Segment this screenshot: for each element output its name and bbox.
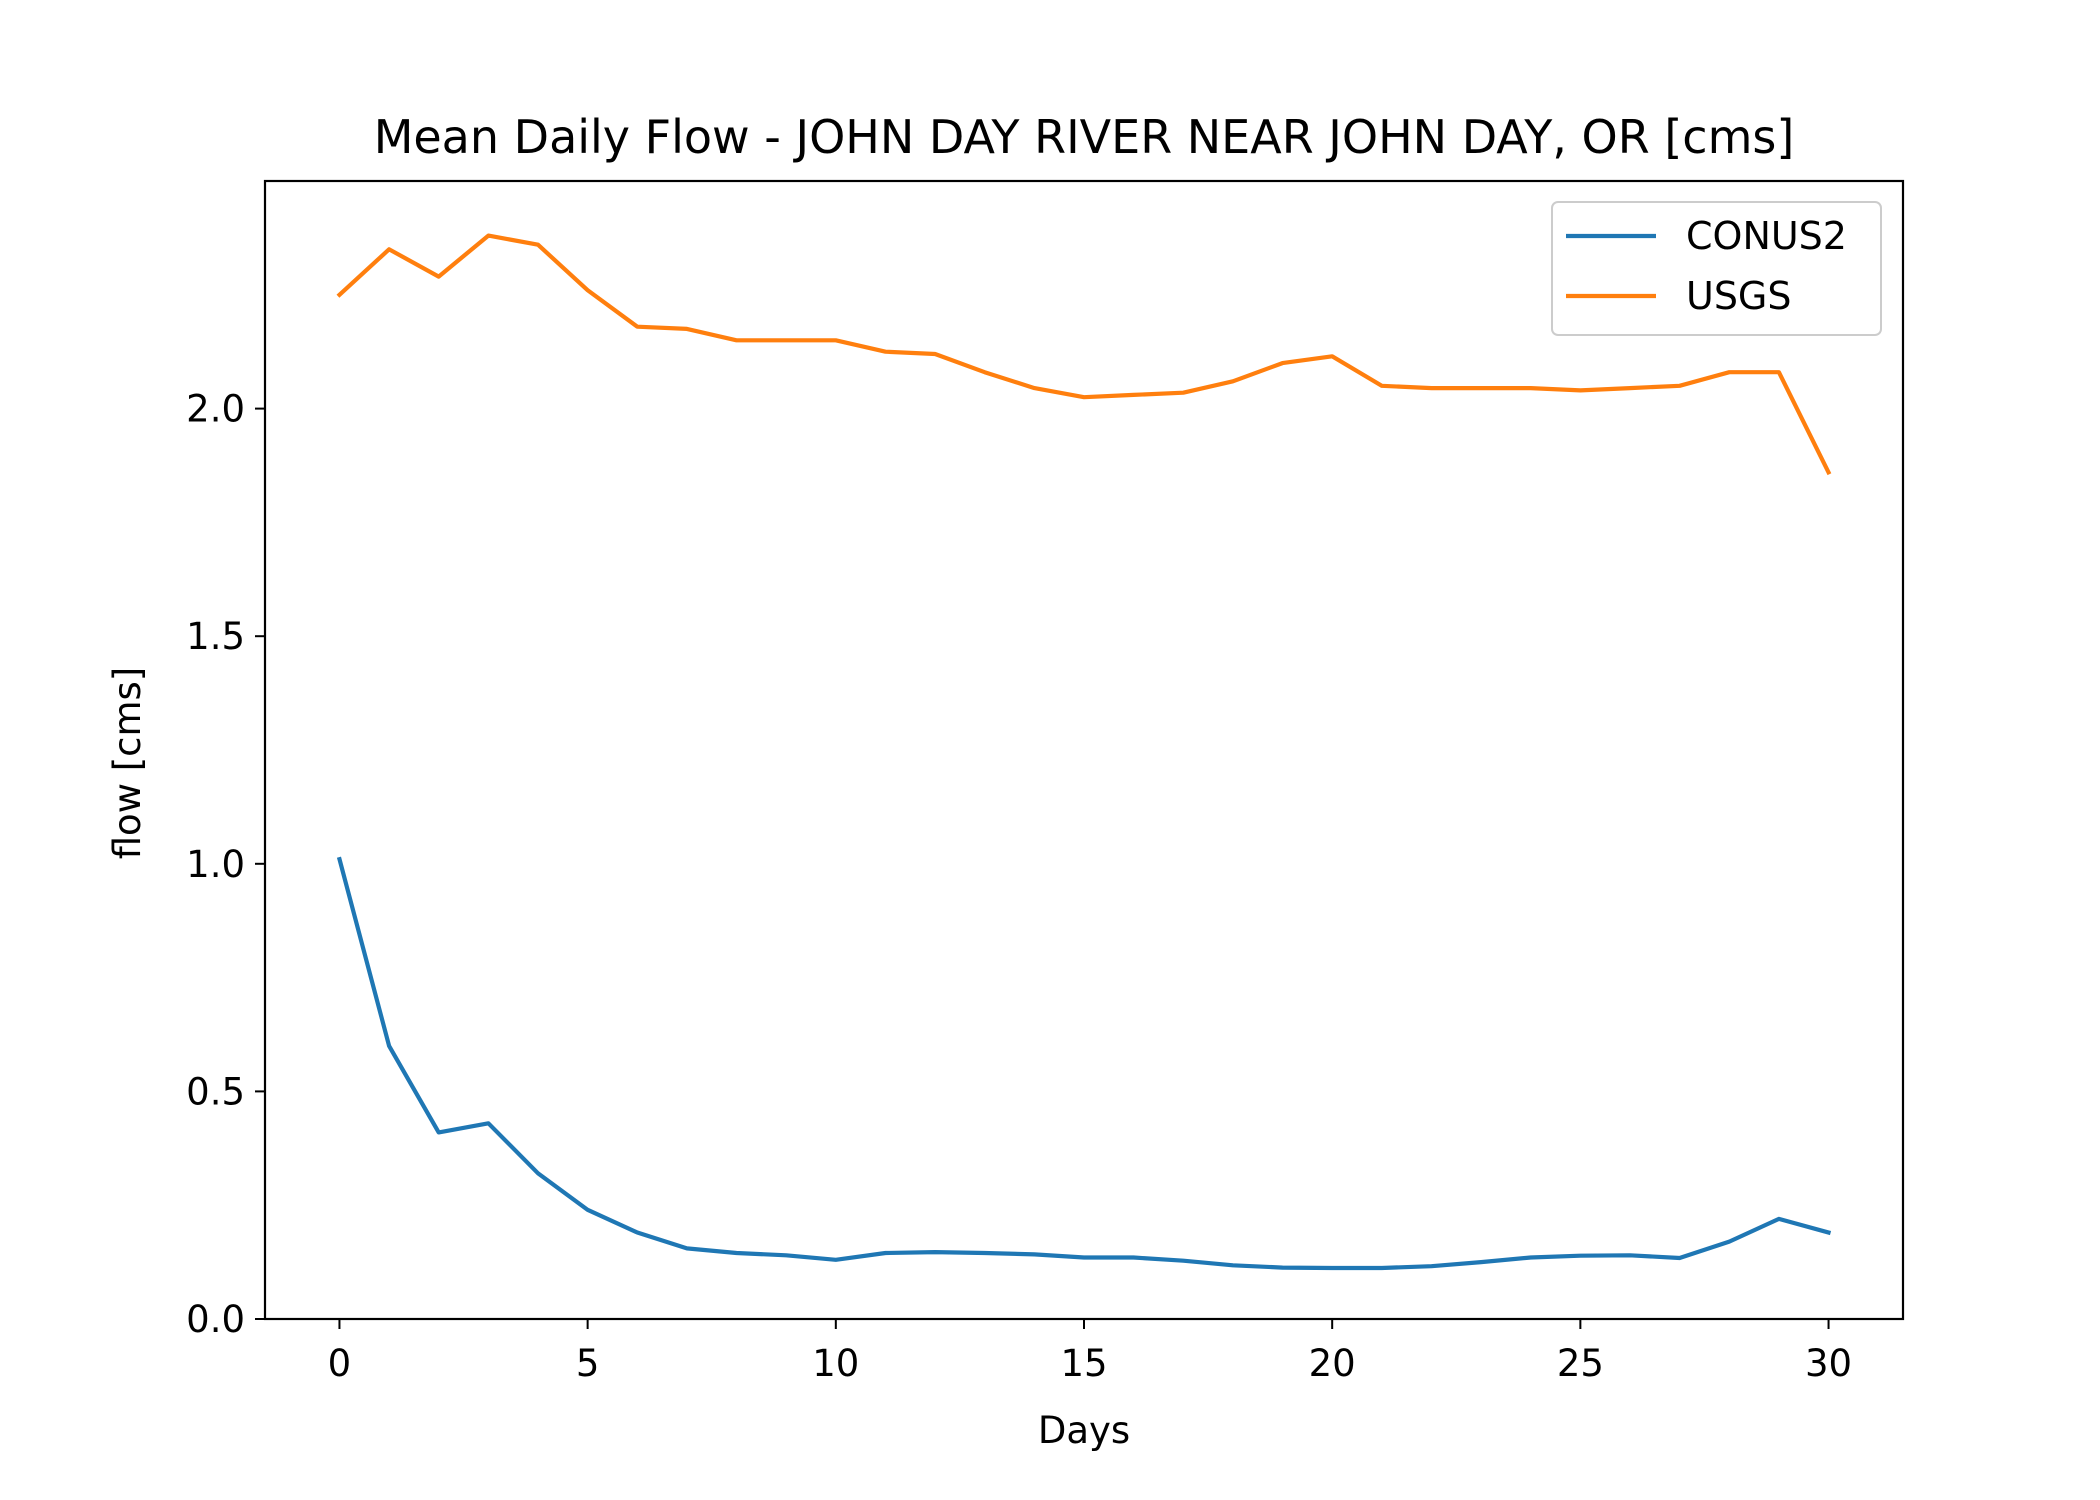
- y-tick-label: 0.0: [186, 1298, 245, 1341]
- x-tick-label: 15: [1060, 1342, 1107, 1385]
- series-line-usgs: [336, 233, 1832, 476]
- x-tick-label: 10: [812, 1342, 859, 1385]
- y-tick-label: 0.5: [186, 1070, 245, 1113]
- y-axis-label: flow [cms]: [106, 667, 149, 860]
- x-axis-label: Days: [1038, 1409, 1130, 1452]
- x-tick-label: 0: [328, 1342, 352, 1385]
- x-tick-label: 25: [1557, 1342, 1604, 1385]
- y-tick-label: 1.0: [186, 843, 245, 886]
- legend-label-usgs: USGS: [1686, 274, 1792, 318]
- legend: CONUS2 USGS: [1551, 201, 1882, 336]
- legend-label-conus2: CONUS2: [1686, 214, 1847, 258]
- y-tick-label: 2.0: [186, 388, 245, 431]
- series-line-conus2: [336, 856, 1832, 1271]
- x-tick-label: 5: [576, 1342, 600, 1385]
- plot-area: 0 5 10 15 20 25 30 0.0 0.5 1.0 1.5 2.0 CONUS2 USGS: [186, 179, 1905, 1385]
- x-tick-label: 20: [1309, 1342, 1356, 1385]
- x-tick-label: 30: [1805, 1342, 1852, 1385]
- chart-title: Mean Daily Flow - JOHN DAY RIVER NEAR JO…: [374, 110, 1795, 164]
- y-tick-label: 1.5: [186, 615, 245, 658]
